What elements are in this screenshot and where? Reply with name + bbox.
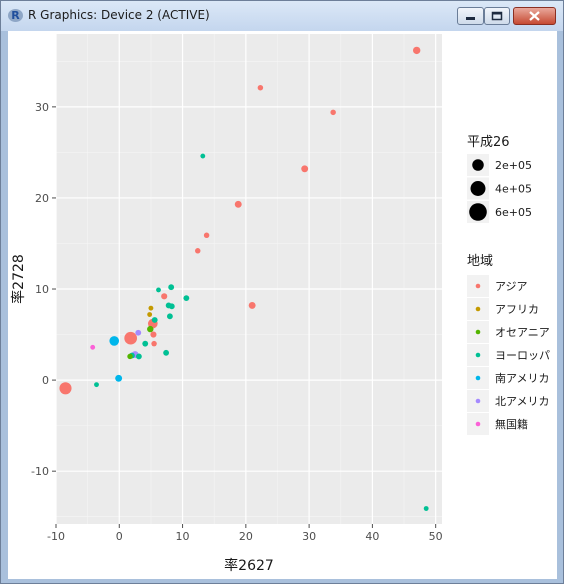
size-legend-label: 2e+05 [495,159,532,172]
data-point [413,46,421,55]
title-bar[interactable]: R R Graphics: Device 2 (ACTIVE) [1,1,563,31]
data-point [330,109,336,116]
r-app-icon: R [8,9,23,22]
color-legend-dot [475,352,481,358]
maximize-button[interactable] [484,7,510,25]
y-axis-label: 率2728 [10,254,27,304]
x-tick-label: -10 [47,530,65,543]
color-legend-label: 無国籍 [495,417,528,431]
size-legend-dot [470,181,486,196]
data-point [183,295,190,302]
color-legend-dot [475,306,481,312]
data-point [168,303,175,310]
color-legend-label: ヨーロッパ [495,349,550,362]
color-legend-dot [475,421,481,427]
data-points [59,46,429,511]
size-legend-label: 4e+05 [495,183,532,196]
data-point [248,301,256,309]
close-button[interactable] [513,7,556,25]
data-point [148,305,154,311]
minor-gridlines [56,34,442,524]
data-point [161,293,168,300]
color-legend-label: 南アメリカ [495,372,549,385]
x-tick-label: 10 [176,530,190,543]
data-point [168,284,175,291]
y-tick-label: 10 [35,283,49,296]
x-axis-ticks: -10 0 10 20 30 40 50 [47,524,443,543]
data-point [147,325,154,333]
size-legend-title: 平成26 [467,135,510,150]
scatter-plot: -10 0 10 20 30 40 50 -10 0 10 20 30 率2627 率2728 平成… [10,34,550,574]
data-point [135,353,142,360]
data-point [423,506,429,511]
window-title: R Graphics: Device 2 (ACTIVE) [28,8,210,22]
y-tick-label: 30 [35,101,49,114]
size-legend: 平成26 2e+05 4e+05 6e+05 [467,135,532,223]
y-axis-ticks: -10 0 10 20 30 [31,101,56,478]
data-point [90,344,96,350]
x-axis-label: 率2627 [224,557,274,574]
x-tick-label: 30 [302,530,316,543]
data-point [301,165,309,173]
x-tick-label: 0 [116,530,123,543]
major-gridlines [55,34,442,524]
data-point [166,313,173,320]
data-point [150,331,157,338]
data-point [163,349,170,356]
data-point [257,84,264,91]
minimize-icon [466,17,475,20]
size-legend-dot [469,203,487,221]
data-point [195,248,201,254]
data-point [115,374,123,382]
y-tick-label: 0 [42,374,49,387]
y-tick-label: -10 [31,465,49,478]
color-legend-dot [475,329,481,335]
data-point [156,287,161,293]
x-tick-label: 40 [365,530,379,543]
data-point [142,340,149,347]
maximize-icon [491,11,503,21]
color-legend-title: 地域 [467,254,493,269]
data-point [127,353,133,360]
data-point [203,232,210,239]
data-point [94,382,99,388]
data-point [147,312,153,317]
color-legend-label: アジア [495,280,528,293]
size-legend-label: 6e+05 [495,206,532,219]
data-point [234,200,242,208]
close-icon [529,11,540,21]
data-point [135,329,142,336]
data-point [124,331,138,345]
data-point [200,153,206,159]
color-legend-dot [475,375,481,381]
y-tick-label: 20 [35,192,49,205]
data-point [151,317,158,323]
color-legend-dot [475,283,481,289]
plot-area: -10 0 10 20 30 40 50 -10 0 10 20 30 率2627 率2728 平成… [8,31,557,579]
color-legend-label: オセアニア [495,326,550,339]
x-tick-label: 20 [239,530,253,543]
color-legend-label: 北アメリカ [495,395,549,408]
minimize-button[interactable] [457,7,484,25]
x-tick-label: 50 [429,530,443,543]
data-point [109,336,120,346]
color-legend-dot [475,398,481,404]
size-legend-dot [472,159,484,171]
data-point [59,382,72,395]
data-point [151,340,157,347]
plot-panel [56,34,442,524]
color-legend-label: アフリカ [495,303,539,316]
